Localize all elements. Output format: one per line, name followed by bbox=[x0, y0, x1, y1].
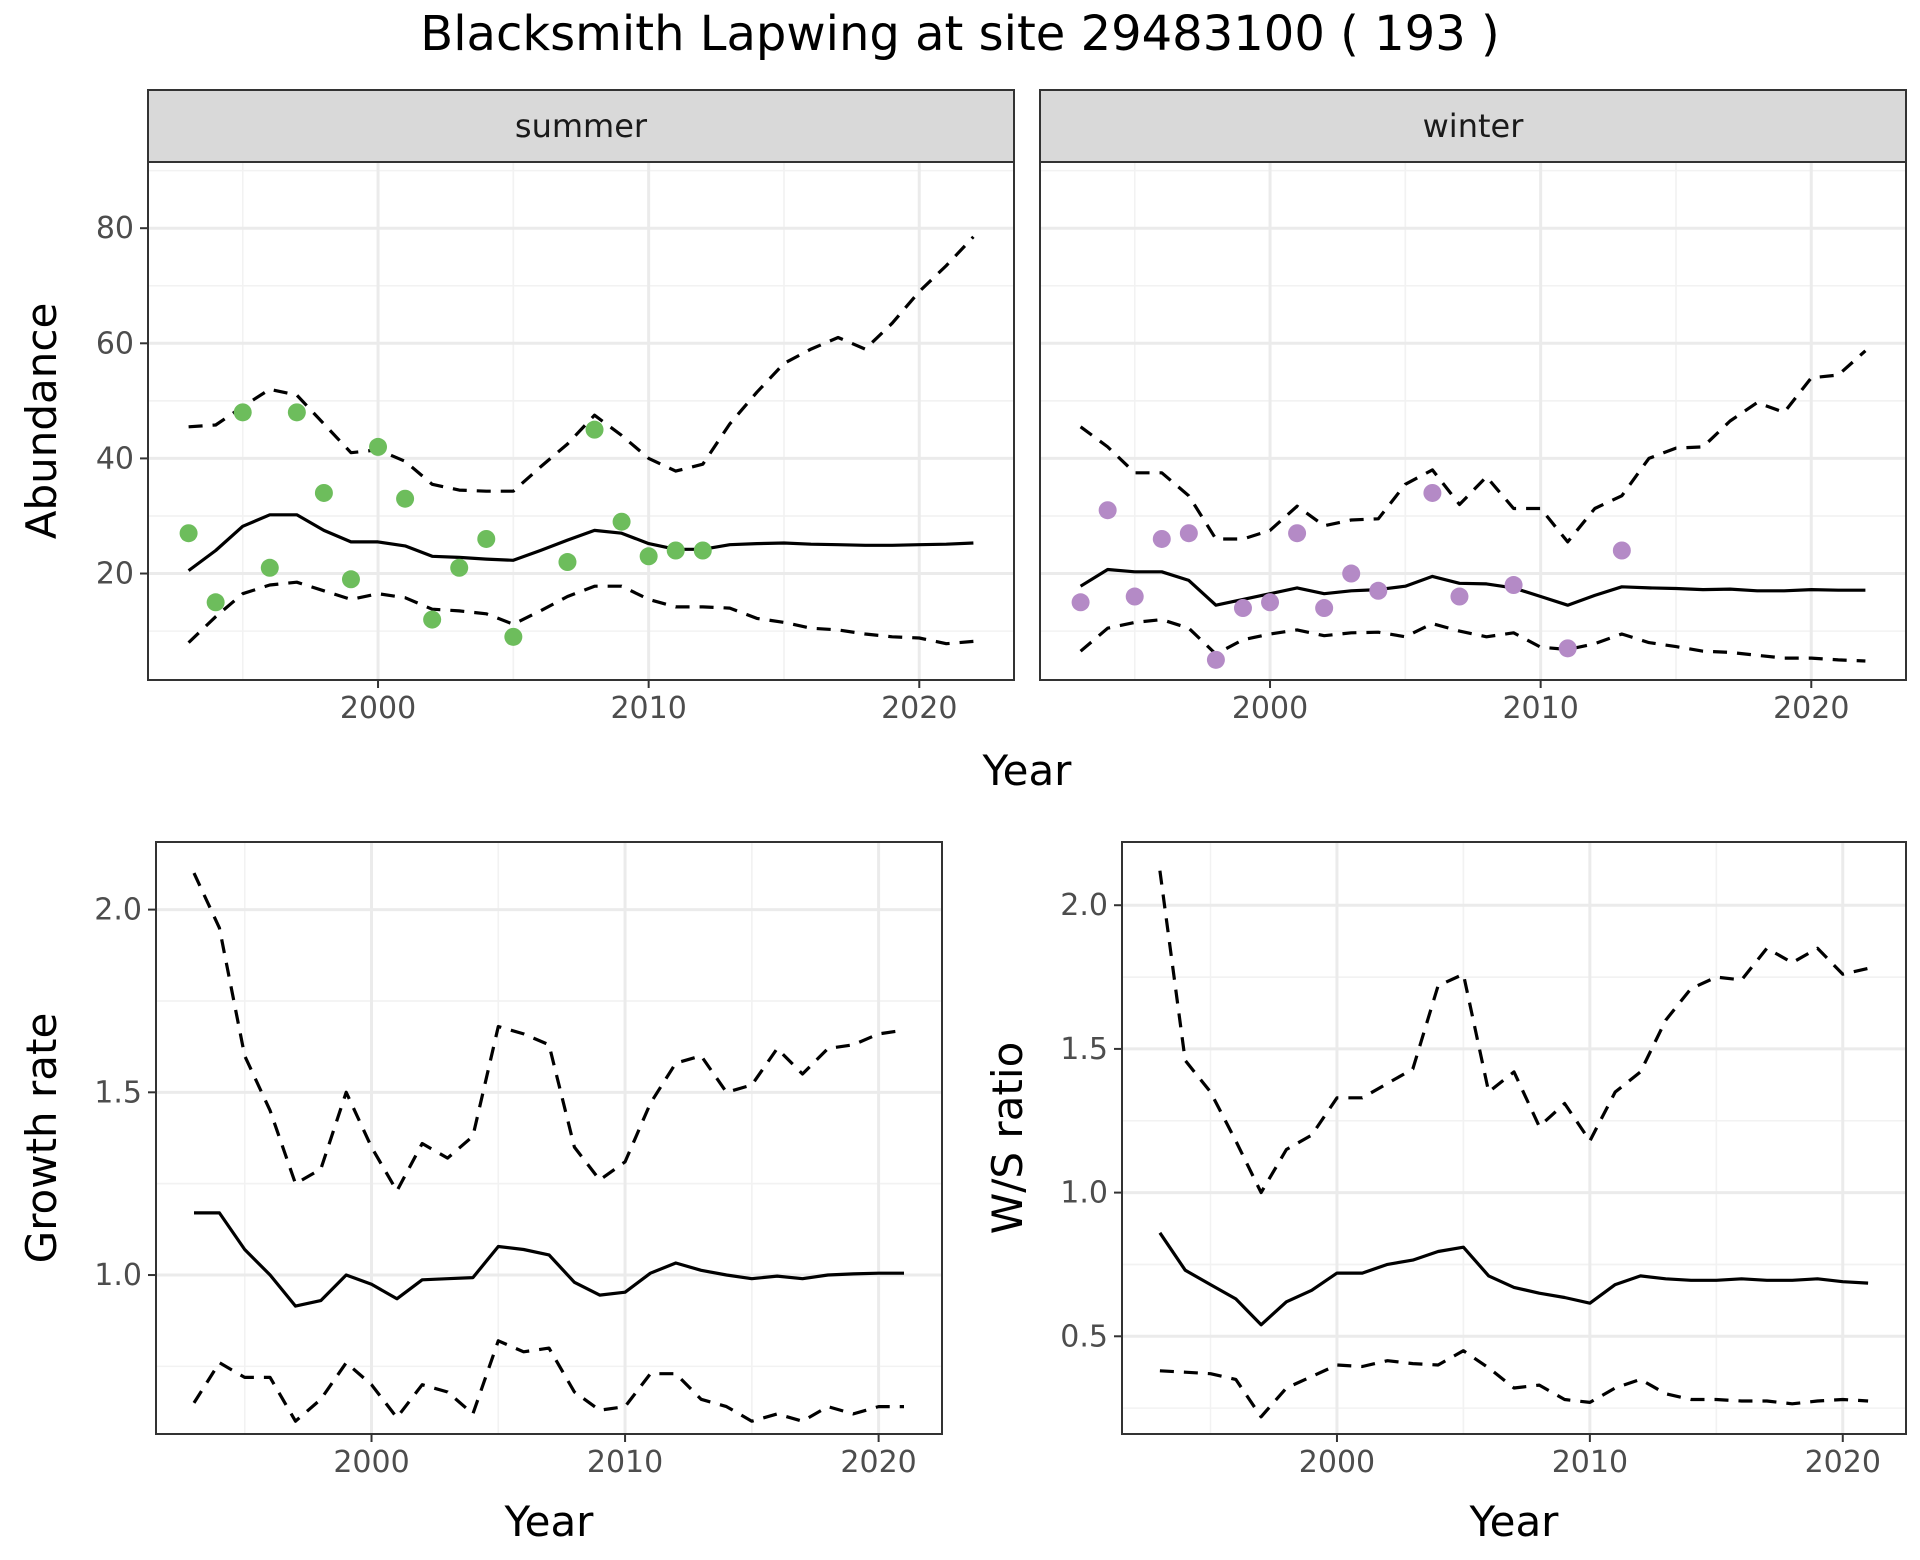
facet-summer-point bbox=[314, 483, 333, 502]
facet-summer-point bbox=[206, 593, 225, 612]
facet-winter-point bbox=[1071, 593, 1090, 612]
growth-rate-y-tick-label: 1.0 bbox=[94, 1258, 142, 1293]
ws-ratio-y-tick-label: 2.0 bbox=[1060, 888, 1108, 923]
facet-summer-x-tick-label: 2010 bbox=[610, 691, 686, 726]
facet-summer-background bbox=[148, 162, 1014, 680]
facet-summer-strip bbox=[147, 89, 1015, 163]
ws-ratio-mean-line bbox=[1158, 1231, 1869, 1327]
ws-ratio-y-tick-label: 1.0 bbox=[1060, 1176, 1108, 1211]
facet-summer-point bbox=[396, 489, 415, 508]
facet-summer-point bbox=[287, 403, 306, 422]
facet-summer-point bbox=[612, 512, 631, 531]
facet-summer-y-tick-label: 20 bbox=[96, 557, 134, 592]
facet-summer-strip-label: summer bbox=[515, 107, 648, 145]
growth-rate-x-tick-label: 2020 bbox=[840, 1445, 916, 1480]
facet-winter-background bbox=[1040, 162, 1906, 680]
facet-summer-point bbox=[558, 553, 577, 572]
facet-summer-point bbox=[504, 627, 523, 646]
facet-summer-point bbox=[260, 558, 279, 577]
top-y-axis-title: Abundance bbox=[17, 303, 66, 540]
growth-rate-y-tick-label: 2.0 bbox=[94, 893, 142, 928]
top-x-axis-title: Year bbox=[982, 746, 1073, 795]
facet-winter-point bbox=[1098, 501, 1117, 520]
facet-summer-mean-line bbox=[187, 513, 974, 572]
facet-winter-point bbox=[1504, 576, 1523, 595]
growth-rate-border bbox=[155, 841, 943, 1435]
facet-winter-mean-line bbox=[1079, 567, 1866, 607]
facet-winter-x-tick-label: 2020 bbox=[1773, 691, 1849, 726]
facet-summer-point bbox=[666, 541, 685, 560]
facet-summer-upper-line bbox=[188, 235, 975, 493]
growth-rate-lower-line bbox=[192, 1339, 904, 1423]
facet-summer-point bbox=[233, 403, 252, 422]
facet-summer-point bbox=[369, 437, 388, 456]
facet-winter-strip-label: winter bbox=[1423, 107, 1525, 145]
ws-ratio-x-axis-title: Year bbox=[1469, 1497, 1560, 1546]
facet-summer-point bbox=[179, 524, 198, 543]
ws-ratio-x-tick-label: 2010 bbox=[1552, 1445, 1628, 1480]
facet-winter-point bbox=[1288, 524, 1307, 543]
facet-winter-point bbox=[1369, 581, 1388, 600]
growth-rate-x-axis-title: Year bbox=[504, 1497, 595, 1546]
facet-winter-grid bbox=[1040, 162, 1906, 680]
growth-rate-mean-line bbox=[194, 1211, 904, 1308]
facet-winter-x-tick-label: 2000 bbox=[1232, 691, 1308, 726]
facet-winter-point bbox=[1261, 593, 1280, 612]
growth-rate-grid bbox=[156, 842, 942, 1434]
facet-winter-x-tick-label: 2010 bbox=[1502, 691, 1578, 726]
ws-ratio-lower-line bbox=[1159, 1349, 1869, 1419]
facet-summer-point bbox=[639, 547, 658, 566]
facet-summer-grid bbox=[148, 162, 1014, 680]
facet-summer-y-tick-label: 60 bbox=[96, 326, 134, 361]
facet-winter-point bbox=[1206, 650, 1225, 669]
facet-summer-x-tick-label: 2000 bbox=[340, 691, 416, 726]
facet-winter-point bbox=[1315, 599, 1334, 618]
facet-summer-lower-line bbox=[187, 580, 974, 646]
facet-summer-point bbox=[423, 610, 442, 629]
facet-winter-point bbox=[1423, 483, 1442, 502]
growth-rate-x-tick-label: 2010 bbox=[587, 1445, 663, 1480]
growth-rate-upper-line bbox=[192, 872, 905, 1193]
facet-winter-upper-line bbox=[1079, 349, 1867, 544]
ws-ratio-background bbox=[1122, 842, 1906, 1434]
facet-summer-point bbox=[450, 558, 469, 577]
ws-ratio-y-tick-label: 1.5 bbox=[1060, 1032, 1108, 1067]
facet-winter-strip bbox=[1039, 89, 1907, 163]
facet-summer-x-tick-label: 2020 bbox=[881, 691, 957, 726]
facet-winter-lower-line bbox=[1079, 617, 1866, 663]
facet-winter-point bbox=[1233, 599, 1252, 618]
facet-winter-point bbox=[1612, 541, 1631, 560]
facet-summer-y-tick-label: 80 bbox=[96, 211, 134, 246]
facet-winter-point bbox=[1152, 529, 1171, 548]
facet-winter-point bbox=[1558, 639, 1577, 658]
ws-ratio-grid bbox=[1122, 842, 1906, 1434]
ws-ratio-upper-line bbox=[1158, 870, 1869, 1195]
facet-winter-point bbox=[1342, 564, 1361, 583]
facet-summer-point bbox=[341, 570, 360, 589]
growth-rate-y-axis-title: Growth rate bbox=[17, 1013, 66, 1264]
facet-summer-point bbox=[477, 529, 496, 548]
ws-ratio-x-tick-label: 2000 bbox=[1299, 1445, 1375, 1480]
growth-rate-y-tick-label: 1.5 bbox=[94, 1075, 142, 1110]
growth-rate-background bbox=[156, 842, 942, 1434]
facet-winter-point bbox=[1125, 587, 1144, 606]
figure-title: Blacksmith Lapwing at site 29483100 ( 19… bbox=[420, 6, 1499, 62]
facet-summer-point bbox=[693, 541, 712, 560]
ws-ratio-y-axis-title: W/S ratio bbox=[983, 1042, 1032, 1235]
facet-summer-point bbox=[585, 420, 604, 439]
ws-ratio-border bbox=[1121, 841, 1907, 1435]
facet-winter-point bbox=[1179, 524, 1198, 543]
ws-ratio-x-tick-label: 2020 bbox=[1805, 1445, 1881, 1480]
ws-ratio-y-tick-label: 0.5 bbox=[1060, 1319, 1108, 1354]
facet-winter-point bbox=[1450, 587, 1469, 606]
growth-rate-x-tick-label: 2000 bbox=[333, 1445, 409, 1480]
facet-summer-y-tick-label: 40 bbox=[96, 441, 134, 476]
